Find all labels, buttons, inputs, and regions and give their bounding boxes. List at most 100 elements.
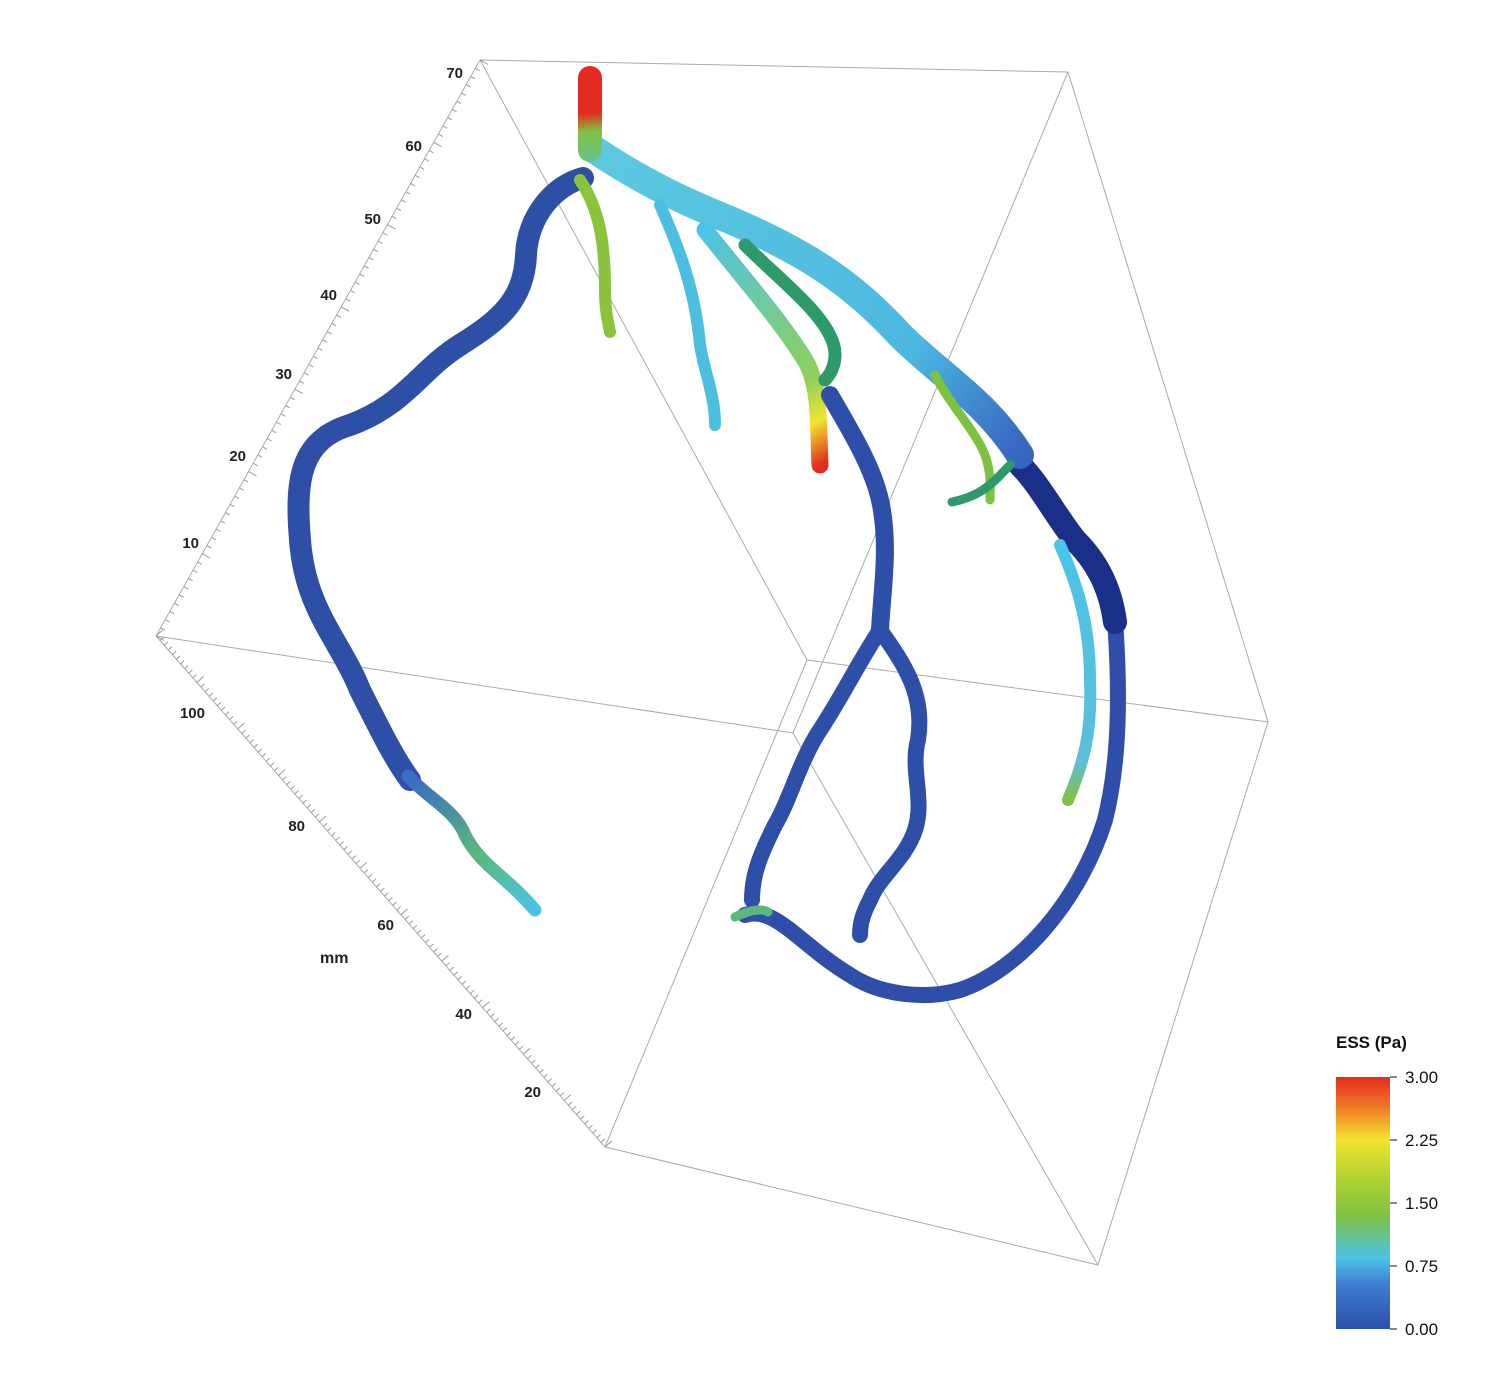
axis-tick <box>382 232 388 236</box>
axis-tick <box>336 314 342 318</box>
axis-tick <box>211 536 217 541</box>
axis-tick <box>535 1064 540 1069</box>
axis-tick <box>257 748 263 753</box>
axis-tick <box>442 125 448 129</box>
axis-tick <box>253 743 259 748</box>
axis-tick <box>169 610 175 615</box>
axis-tick <box>225 711 230 716</box>
axis-tick <box>310 808 316 813</box>
vertical-axis-ticks <box>155 59 489 641</box>
axis-tick <box>302 799 308 804</box>
vessel-right-arc-upper <box>1008 453 1127 634</box>
colorbar-label: 2.25 <box>1405 1131 1438 1150</box>
axis-tick <box>229 715 234 720</box>
axis-tick <box>419 166 425 170</box>
axis-tick <box>294 388 303 394</box>
axis-tick <box>572 1106 577 1111</box>
axis-tick <box>543 1073 548 1078</box>
axis-tick <box>433 141 442 148</box>
axis-tick <box>225 512 231 516</box>
colorbar-title: ESS (Pa) <box>1336 1033 1407 1052</box>
axis-tick <box>367 873 373 878</box>
axis-tick <box>262 446 268 450</box>
axis-tick <box>351 855 357 860</box>
axis-tick <box>245 734 250 739</box>
axis-tick <box>396 906 401 911</box>
axis-tick <box>280 413 286 417</box>
axis-tick <box>159 636 165 642</box>
axis-tick <box>401 199 406 203</box>
vertical-tick-label: 10 <box>182 535 199 552</box>
axis-tick <box>160 627 166 631</box>
axis-tick <box>252 462 258 467</box>
depth-tick-label: 100 <box>180 705 205 722</box>
axis-tick <box>216 702 222 707</box>
axis-tick <box>437 952 442 957</box>
axis-tick <box>604 1140 613 1148</box>
vessel-short-branch-tip <box>947 460 1015 507</box>
axis-tick <box>350 289 355 294</box>
axis-tick <box>347 850 352 855</box>
axis-tick <box>523 1047 531 1055</box>
vertical-tick-label: 60 <box>405 138 422 155</box>
axis-tick <box>176 655 181 660</box>
axis-tick <box>266 438 272 442</box>
axis-tick <box>155 629 164 637</box>
vessel-fork-right <box>852 622 928 943</box>
axis-tick <box>465 985 471 990</box>
axis-tick <box>206 545 212 549</box>
axis-tick <box>355 859 361 865</box>
axis-tick <box>438 133 443 137</box>
vessel-marginal-branch <box>1054 539 1097 806</box>
axis-tick <box>416 929 422 934</box>
axis-tick <box>451 108 457 113</box>
axis-tick <box>343 846 348 851</box>
axis-tick <box>527 1055 532 1060</box>
axis-tick <box>567 1101 573 1106</box>
axis-tick <box>241 729 246 734</box>
axis-tick <box>174 602 180 606</box>
axis-tick <box>340 306 350 312</box>
vertical-tick-label: 30 <box>275 366 292 383</box>
axis-tick <box>183 586 189 590</box>
axis-tick <box>405 191 411 195</box>
axis-tick <box>335 836 340 841</box>
axis-tick <box>269 762 275 767</box>
depth-axis-labels: 100 80 60 40 20 <box>180 705 541 1101</box>
axis-tick <box>456 100 462 105</box>
axis-tick <box>184 664 189 669</box>
axis-tick <box>447 117 453 121</box>
axis-tick <box>327 331 332 335</box>
vessel-left-loop <box>287 167 594 791</box>
vessel-main-trunk <box>581 136 1034 469</box>
axis-tick <box>163 641 169 646</box>
axis-tick <box>188 577 193 582</box>
axis-tick <box>563 1094 572 1101</box>
vessel-right-arc <box>737 612 1126 1003</box>
axis-tick <box>486 1008 491 1013</box>
axis-tick <box>420 934 426 939</box>
axis-tick <box>547 1078 552 1083</box>
axis-tick <box>237 722 245 730</box>
axis-tick <box>441 954 449 962</box>
axis-tick <box>317 347 323 351</box>
axis-tick <box>457 976 463 981</box>
axis-tick <box>200 683 205 688</box>
axis-tick <box>215 528 221 532</box>
axis-tick <box>289 396 295 401</box>
axis-tick <box>345 298 351 302</box>
axis-tick <box>364 265 369 269</box>
axis-tick <box>373 248 379 253</box>
axis-tick <box>410 182 416 187</box>
axis-tick <box>261 753 267 758</box>
axis-tick <box>278 769 286 776</box>
axis-tick <box>327 827 332 832</box>
axis-tick <box>392 901 397 906</box>
axis-tick <box>539 1068 544 1074</box>
axis-tick <box>596 1134 601 1139</box>
axis-tick <box>208 692 214 697</box>
axis-tick <box>196 676 204 683</box>
axis-tick <box>425 938 430 943</box>
axis-tick <box>212 697 218 702</box>
